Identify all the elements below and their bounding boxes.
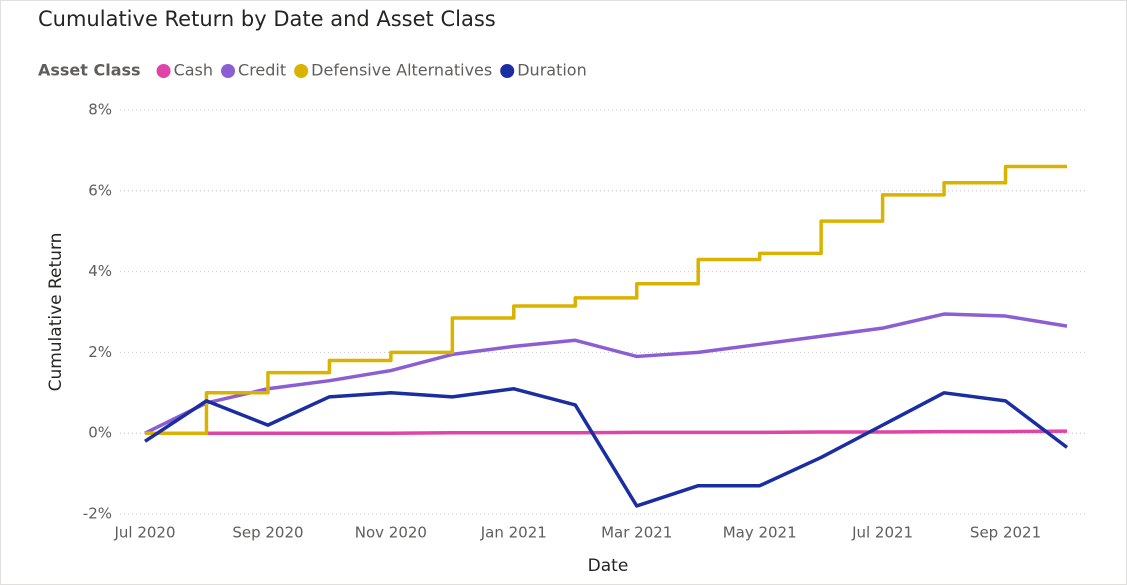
y-tick-label: -2%: [83, 505, 112, 523]
series-line: [145, 164, 1067, 435]
legend-label: Duration: [517, 61, 587, 80]
series-line: [145, 429, 1068, 435]
legend-swatch: [221, 64, 236, 78]
legend-title: Asset Class: [38, 61, 141, 80]
y-tick-label: 8%: [88, 101, 112, 119]
series-line: [144, 387, 1069, 508]
x-tick-label: Sep 2021: [970, 524, 1041, 542]
x-tick-label: Jul 2021: [851, 524, 913, 542]
legend-swatch: [156, 64, 171, 78]
legend-swatch: [294, 64, 309, 78]
y-tick-label: 0%: [88, 424, 112, 442]
legend: Asset Class Cash Credit Defensive Alternat…: [38, 61, 587, 80]
x-axis-title: Date: [588, 556, 629, 576]
x-tick-label: Sep 2020: [232, 524, 303, 542]
legend-label: Credit: [238, 61, 286, 80]
legend-swatch: [500, 64, 515, 78]
y-tick-label: 4%: [88, 262, 112, 280]
x-tick-label: Nov 2020: [355, 524, 427, 542]
x-tick-label: Jul 2020: [113, 524, 175, 542]
x-tick-label: Jan 2021: [480, 524, 547, 542]
chart-title: Cumulative Return by Date and Asset Clas…: [38, 7, 496, 31]
legend-label: Defensive Alternatives: [311, 61, 492, 80]
legend-label: Cash: [174, 61, 213, 80]
y-tick-label: 2%: [88, 343, 112, 361]
y-axis-title: Cumulative Return: [46, 233, 66, 392]
x-tick-label: May 2021: [723, 524, 797, 542]
series-line: [144, 312, 1068, 435]
y-tick-label: 6%: [88, 181, 112, 199]
x-tick-label: Mar 2021: [601, 524, 672, 542]
